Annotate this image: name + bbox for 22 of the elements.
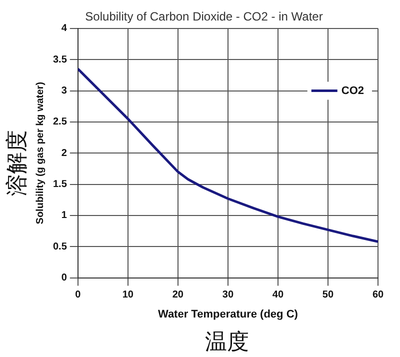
x-tick-label: 30	[222, 290, 234, 301]
x-tick-label: 10	[122, 290, 134, 301]
y-tick-label: 0.5	[52, 241, 68, 252]
text: 温度	[205, 329, 249, 357]
y-tick-label: 0	[61, 272, 68, 284]
x-tick-label: 60	[372, 290, 384, 301]
y-tick-label: 1	[61, 210, 68, 222]
y-tick-label: 2	[61, 148, 68, 159]
y-axis-title: Solubility (g gas per kg water)	[34, 82, 46, 224]
y-tick-label: 3.5	[52, 54, 68, 66]
chart-title: Solubility of Carbon Dioxide - CO2 - in Water	[85, 10, 323, 24]
legend-label: CO2	[341, 84, 364, 97]
y-tick-label: 2.5	[52, 116, 68, 128]
x-axis-title: Water Temperature (deg C)	[158, 308, 298, 320]
y-tick-label: 1.5	[52, 179, 68, 190]
x-tick-label: 0	[75, 290, 82, 301]
text: 溶解度	[4, 130, 31, 196]
x-tick-label: 20	[172, 290, 184, 301]
x-tick-label: 40	[272, 290, 284, 301]
x-tick-label: 50	[322, 290, 334, 301]
y-tick-label: 3	[61, 86, 68, 96]
y-tick-label: 4	[61, 23, 68, 34]
